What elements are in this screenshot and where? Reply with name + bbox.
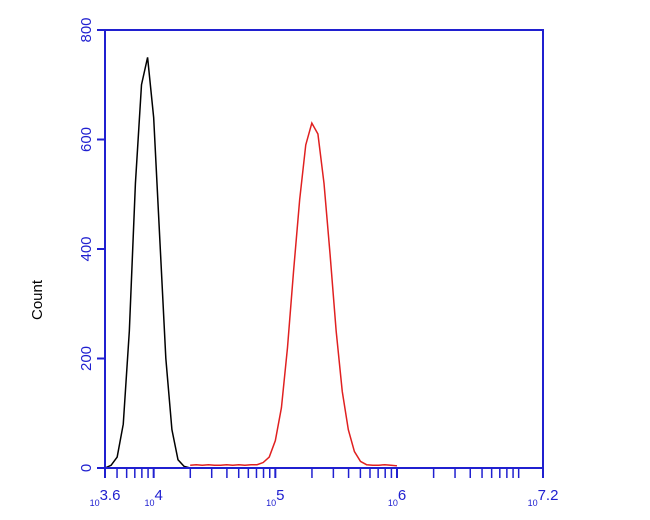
y-tick-label: 400 [78, 236, 95, 261]
x-tick-label: 107.2 [528, 487, 559, 508]
y-tick-label: 0 [78, 464, 95, 472]
x-tick-base: 10 [90, 498, 100, 508]
plot-frame [104, 29, 544, 469]
x-tick-exponent: 3.6 [100, 487, 121, 504]
x-tick-base: 10 [144, 498, 154, 508]
histogram-line [190, 121, 398, 467]
x-tick-label: 105 [266, 487, 284, 508]
y-tick-label: 600 [78, 127, 95, 152]
x-tick-label: 104 [144, 487, 162, 508]
y-tick-label: 800 [78, 17, 95, 42]
x-tick-label: 103.6 [90, 487, 121, 508]
x-tick-exponent: 6 [398, 487, 406, 504]
y-tick-label: 200 [78, 346, 95, 371]
x-tick-base: 10 [388, 498, 398, 508]
x-tick-exponent: 4 [155, 487, 163, 504]
x-tick-exponent: 5 [276, 487, 284, 504]
x-tick-label: 106 [388, 487, 406, 508]
x-tick-exponent: 7.2 [538, 487, 559, 504]
histogram-line [104, 57, 191, 469]
y-axis-label: Count [29, 279, 46, 320]
x-tick-base: 10 [266, 498, 276, 508]
x-tick-base: 10 [528, 498, 538, 508]
